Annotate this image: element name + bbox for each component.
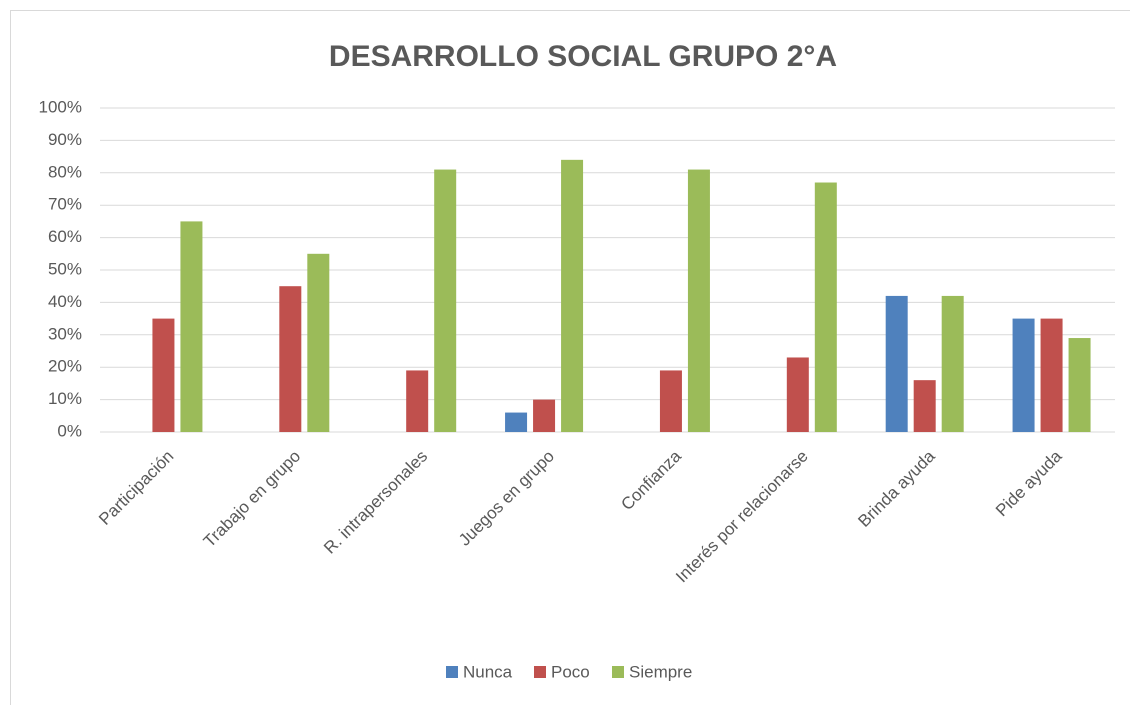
bar — [279, 286, 302, 432]
bar — [307, 253, 330, 432]
bar — [406, 370, 429, 432]
legend-swatch — [446, 666, 458, 678]
bar — [913, 380, 936, 432]
y-tick-label: 40% — [48, 292, 82, 311]
bar — [180, 221, 203, 432]
x-tick-label: Brinda ayuda — [854, 446, 939, 531]
legend-label: Nunca — [463, 662, 513, 681]
x-tick-label: Trabajo en grupo — [200, 447, 305, 552]
y-tick-label: 100% — [39, 97, 82, 116]
bar — [885, 295, 908, 432]
bar — [1068, 338, 1091, 432]
legend-label: Siempre — [629, 662, 692, 681]
legend-swatch — [534, 666, 546, 678]
legend-label: Poco — [551, 662, 590, 681]
bar — [941, 295, 964, 432]
y-tick-label: 30% — [48, 324, 82, 343]
chart-title: DESARROLLO SOCIAL GRUPO 2°A — [329, 40, 837, 73]
bar — [533, 399, 556, 432]
y-tick-label: 80% — [48, 162, 82, 181]
x-tick-label: Juegos en grupo — [455, 447, 558, 550]
bar — [505, 412, 528, 432]
bar — [1012, 318, 1035, 432]
x-tick-label: Participación — [95, 447, 177, 529]
chart-border — [10, 10, 1130, 705]
y-tick-label: 10% — [48, 389, 82, 408]
bar — [659, 370, 682, 432]
x-tick-label: Pide ayuda — [992, 446, 1066, 520]
bar — [786, 357, 809, 432]
y-tick-label: 0% — [57, 421, 82, 440]
x-tick-label: R. intrapersonales — [320, 447, 431, 558]
bar — [561, 159, 584, 432]
y-tick-label: 60% — [48, 227, 82, 246]
bar — [687, 169, 710, 432]
bar — [814, 182, 837, 432]
x-tick-label: Confianza — [617, 446, 685, 514]
y-tick-label: 90% — [48, 130, 82, 149]
bar — [1040, 318, 1063, 432]
bar — [434, 169, 457, 432]
legend-swatch — [612, 666, 624, 678]
bar — [152, 318, 175, 432]
x-tick-label: Interés por relacionarse — [672, 447, 812, 587]
y-tick-label: 70% — [48, 195, 82, 214]
y-tick-label: 50% — [48, 259, 82, 278]
y-tick-label: 20% — [48, 357, 82, 376]
